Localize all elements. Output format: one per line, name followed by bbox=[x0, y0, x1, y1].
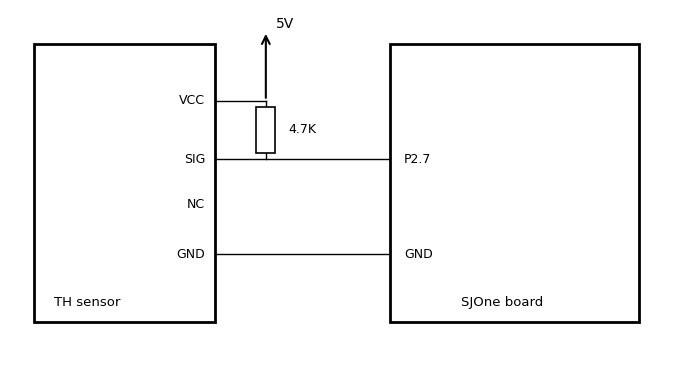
Text: VCC: VCC bbox=[179, 94, 205, 107]
Bar bbox=[256, 107, 275, 153]
Text: NC: NC bbox=[187, 198, 205, 212]
Text: 4.7K: 4.7K bbox=[288, 123, 316, 137]
Text: GND: GND bbox=[404, 248, 433, 261]
Text: TH sensor: TH sensor bbox=[54, 296, 120, 309]
Text: SIG: SIG bbox=[184, 153, 205, 166]
Bar bbox=[34, 44, 215, 322]
Text: SJOne board: SJOne board bbox=[461, 296, 543, 309]
Text: P2.7: P2.7 bbox=[404, 153, 431, 166]
Text: 5V: 5V bbox=[276, 17, 294, 31]
Text: GND: GND bbox=[176, 248, 205, 261]
Bar bbox=[390, 44, 639, 322]
